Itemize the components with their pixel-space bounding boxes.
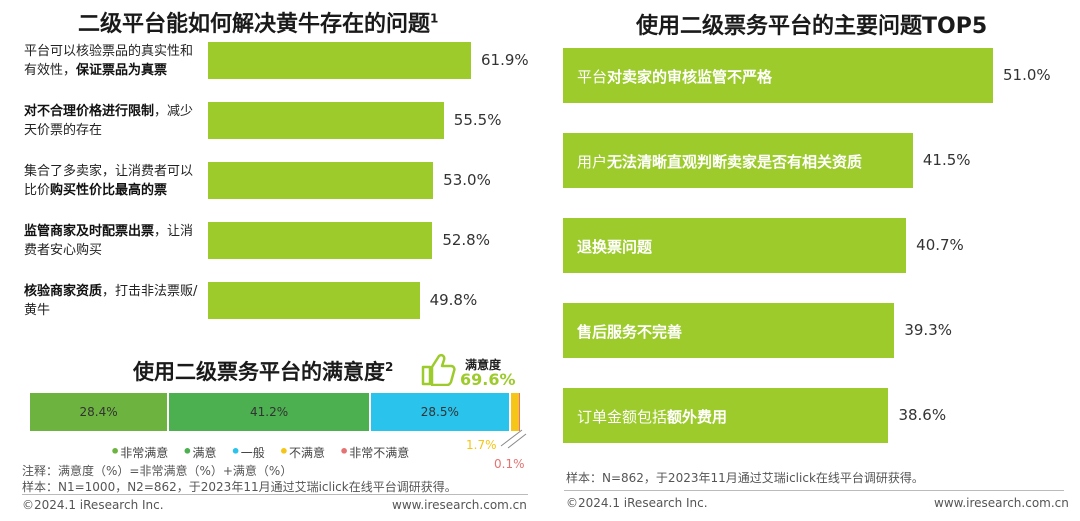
left-copyright: ©2024.1 iResearch Inc. — [22, 498, 164, 512]
left-bar — [208, 162, 434, 199]
satisfaction-badge-value: 69.6% — [460, 370, 516, 389]
right-footer-divider — [564, 490, 1064, 491]
leader-lines — [500, 429, 527, 449]
left-category-label: 核验商家资质，打击非法票贩/黄牛 — [24, 282, 202, 320]
right-bar-value: 51.0% — [1003, 65, 1051, 84]
left-bar — [208, 222, 433, 259]
left-bar — [208, 102, 444, 139]
label-part: 监管商家及时配票出票 — [24, 223, 155, 239]
label-part: 保证票品为真票 — [76, 62, 168, 78]
left-category-label: 集合了多卖家，让消费者可以比价购买性价比最高的票 — [24, 162, 202, 200]
left-bar-value: 55.5% — [453, 110, 502, 129]
right-note: 样本：N=862，于2023年11月通过艾瑞iclick在线平台调研获得。 — [566, 471, 924, 485]
left-note-1: 注释：满意度（%）=非常满意（%）+满意（%） — [22, 464, 293, 478]
legend-item: •一般 — [231, 442, 265, 461]
label-part: 额外费用 — [667, 407, 728, 426]
satisfaction-legend: •非常满意 •满意 •一般 •不满意 •非常不满意 — [110, 442, 423, 461]
satisfaction-title-text: 使用二级票务平台的满意度 — [133, 360, 385, 384]
label-part: 用户 — [577, 152, 608, 171]
left-chart-title: 二级平台能如何解决黄牛存在的问题1 — [78, 6, 438, 38]
right-bar-value: 39.3% — [904, 320, 952, 339]
label-part: 退换票问题 — [577, 237, 653, 256]
left-bar — [208, 42, 471, 79]
left-note-2: 样本：N1=1000，N2=862，于2023年11月通过艾瑞iclick在线平… — [22, 480, 457, 494]
label-part: ，减少天价票的存在 — [24, 103, 194, 138]
satisfaction-segment: 28.4% — [30, 393, 168, 431]
left-chart-title-sup: 1 — [430, 11, 439, 26]
legend-item: •不满意 — [279, 442, 325, 461]
label-part: ，打击非法票贩/黄牛 — [24, 283, 198, 318]
legend-dot: • — [278, 442, 289, 461]
label-part: 核验商家资质 — [24, 283, 103, 299]
legend-text: 不满意 — [288, 446, 325, 460]
legend-text: 非常不满意 — [349, 446, 410, 460]
label-part: 购买性价比最高的票 — [50, 182, 168, 198]
satisfaction-title-sup: 2 — [385, 360, 394, 374]
right-category-label: 售后服务不完善 — [577, 321, 682, 342]
satisfaction-segment-label: 28.4% — [79, 405, 118, 419]
satisfaction-badge-label: 满意度 — [465, 358, 502, 372]
right-bar — [563, 133, 913, 188]
satisfaction-segment — [519, 393, 521, 431]
label-part: ，让消费者安心购买 — [24, 223, 194, 258]
right-bar-value: 41.5% — [922, 150, 971, 169]
satisfaction-segment: 28.5% — [371, 393, 509, 431]
satisfaction-segment-label: 28.5% — [420, 405, 459, 419]
left-footer-divider — [22, 494, 528, 495]
label-very-dissatisfied: 0.1% — [494, 457, 525, 471]
right-bar-value: 40.7% — [916, 235, 964, 254]
legend-dot: • — [230, 442, 241, 461]
satisfaction-segment: 41.2% — [169, 393, 370, 431]
legend-item: •非常满意 — [110, 442, 169, 461]
left-category-label: 对不合理价格进行限制，减少天价票的存在 — [24, 102, 202, 140]
right-chart-title: 使用二级票务平台的主要问题TOP5 — [636, 14, 988, 39]
thumbs-up-icon — [421, 353, 456, 386]
label-part: 订单金额包括 — [577, 407, 668, 426]
satisfaction-segment-label: 41.2% — [250, 405, 289, 419]
left-bar — [208, 282, 420, 319]
left-bar-value: 52.8% — [442, 230, 490, 249]
left-category-label: 监管商家及时配票出票，让消费者安心购买 — [24, 222, 202, 260]
left-bar-value: 53.0% — [443, 170, 491, 189]
left-category-label: 平台可以核验票品的真实性和有效性，保证票品为真票 — [24, 42, 202, 80]
right-category-label: 平台对卖家的审核监管不严格 — [577, 66, 772, 87]
legend-item: •满意 — [182, 442, 217, 461]
legend-item: •非常不满意 — [339, 442, 410, 461]
legend-dot: • — [339, 442, 350, 461]
right-category-label: 订单金额包括额外费用 — [577, 406, 727, 427]
label-part: 对卖家的审核监管不严格 — [607, 67, 773, 86]
left-bar-value: 61.9% — [481, 50, 529, 69]
right-bar-value: 38.6% — [898, 405, 947, 424]
label-part: 无法清晰直观判断卖家是否有相关资质 — [607, 152, 863, 171]
right-bar — [563, 388, 889, 443]
label-part: 售后服务不完善 — [577, 322, 683, 341]
label-part: 平台可以核验票品的真实性和有效性， — [24, 43, 194, 78]
right-url: www.iresearch.com.cn — [934, 496, 1069, 510]
legend-text: 非常满意 — [120, 446, 169, 460]
legend-text: 满意 — [192, 446, 217, 460]
label-part: 对不合理价格进行限制 — [24, 103, 155, 119]
right-bar — [563, 48, 993, 103]
legend-dot: • — [182, 442, 193, 461]
right-category-label: 用户无法清晰直观判断卖家是否有相关资质 — [577, 151, 862, 172]
legend-dot: • — [110, 442, 121, 461]
satisfaction-title: 使用二级票务平台的满意度2 — [133, 356, 393, 386]
label-part: 集合了多卖家，让消费者可以比价 — [24, 163, 194, 198]
left-url: www.iresearch.com.cn — [392, 498, 527, 512]
right-category-label: 退换票问题 — [577, 236, 652, 257]
left-chart-title-text: 二级平台能如何解决黄牛存在的问题 — [78, 12, 431, 37]
label-dissatisfied: 1.7% — [466, 438, 497, 452]
right-bar — [563, 218, 907, 273]
label-part: 平台 — [577, 67, 608, 86]
satisfaction-segment — [510, 393, 520, 431]
right-copyright: ©2024.1 iResearch Inc. — [566, 496, 708, 510]
right-bar — [563, 303, 895, 358]
legend-text: 一般 — [240, 446, 265, 460]
left-bar-value: 49.8% — [429, 290, 478, 309]
